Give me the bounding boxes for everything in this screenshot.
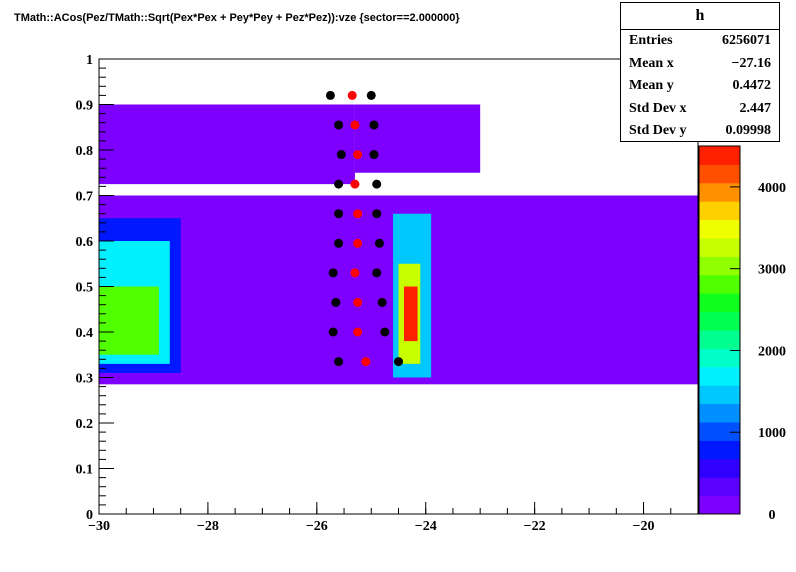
colorbar-segment xyxy=(699,146,740,165)
stats-name: h xyxy=(621,3,779,30)
black-point xyxy=(366,90,376,100)
x-tick-label: −24 xyxy=(415,519,437,534)
colorbar-segment xyxy=(699,330,740,349)
black-point xyxy=(334,209,344,219)
y-tick-label: 0.7 xyxy=(76,190,94,205)
x-tick-label: −30 xyxy=(88,519,110,534)
red-point xyxy=(353,150,363,160)
colorbar-tick-label: 1000 xyxy=(758,426,786,441)
colorbar-segment xyxy=(699,164,740,184)
x-tick-label: −22 xyxy=(524,519,546,534)
black-point xyxy=(377,297,387,307)
red-point xyxy=(353,238,363,248)
colorbar-segment xyxy=(699,293,740,313)
black-point xyxy=(328,268,338,278)
colorbar-segment xyxy=(699,274,740,294)
stats-label: Mean x xyxy=(629,55,674,71)
red-point xyxy=(350,179,360,189)
black-point xyxy=(334,179,344,189)
y-tick-label: 0.5 xyxy=(76,281,94,296)
colorbar-segment xyxy=(699,182,740,202)
black-point xyxy=(334,238,344,248)
colorbar-segment xyxy=(699,348,740,368)
black-point xyxy=(372,209,382,219)
black-point xyxy=(372,268,382,278)
colorbar-segment xyxy=(699,403,740,423)
stats-value: 6256071 xyxy=(722,33,771,48)
colorbar-segment xyxy=(699,440,740,460)
stats-row: Entries 6256071 xyxy=(621,30,779,53)
stats-label: Std Dev y xyxy=(629,123,687,139)
stats-row: Std Dev x 2.447 xyxy=(621,98,779,121)
colorbar-segment xyxy=(699,458,740,478)
colorbar-segment xyxy=(699,477,740,497)
stats-label: Entries xyxy=(629,33,673,48)
x-tick-label: −20 xyxy=(633,519,655,534)
stats-label: Std Dev x xyxy=(629,100,687,116)
x-tick-label: −26 xyxy=(306,519,328,534)
stats-row: Std Dev y 0.09998 xyxy=(621,120,779,143)
colorbar-segment xyxy=(699,219,740,239)
stats-row: Mean y 0.4472 xyxy=(621,75,779,98)
colorbar-segment xyxy=(699,238,740,257)
red-point xyxy=(353,327,363,337)
colorbar-segment xyxy=(699,311,740,331)
black-point xyxy=(334,357,344,367)
heatmap-cell xyxy=(403,286,418,342)
black-point xyxy=(336,150,346,160)
stats-value: 2.447 xyxy=(739,100,772,116)
stats-label: Mean y xyxy=(629,78,674,94)
black-point xyxy=(394,357,403,367)
colorbar-segment xyxy=(699,385,740,405)
heatmap-cell xyxy=(99,286,159,355)
y-tick-label: 1 xyxy=(86,53,93,68)
y-tick-label: 0.8 xyxy=(76,144,94,159)
black-point xyxy=(369,120,379,130)
y-tick-label: 0.4 xyxy=(76,326,94,341)
red-point xyxy=(347,90,357,100)
black-point xyxy=(334,120,344,130)
colorbar-tick-label: 4000 xyxy=(758,181,786,196)
colorbar-segment xyxy=(699,256,740,276)
black-point xyxy=(331,297,341,307)
y-tick-label: 0.9 xyxy=(76,99,94,114)
red-point xyxy=(353,209,363,219)
y-tick-label: 0.6 xyxy=(76,235,94,250)
black-point xyxy=(380,327,390,337)
colorbar-tick-label: 0 xyxy=(769,508,776,523)
chart-title: TMath::ACos(Pez/TMath::Sqrt(Pex*Pex + Pe… xyxy=(14,12,460,24)
y-tick-label: 0.3 xyxy=(76,372,94,387)
colorbar-frame xyxy=(698,145,741,515)
black-point xyxy=(328,327,338,337)
stats-value: −27.16 xyxy=(731,55,771,71)
black-point xyxy=(374,238,384,248)
x-tick-label: −28 xyxy=(197,519,219,534)
colorbar-tick-label: 3000 xyxy=(758,263,786,278)
colorbar-tick-label: 2000 xyxy=(758,344,786,359)
y-tick-label: 0 xyxy=(86,508,93,523)
red-point xyxy=(353,297,363,307)
red-point xyxy=(350,120,360,130)
red-point xyxy=(361,357,371,367)
y-tick-label: 0.1 xyxy=(76,463,94,478)
heatmap-cell xyxy=(99,104,355,185)
stats-value: 0.4472 xyxy=(732,78,772,94)
colorbar-segment xyxy=(699,366,740,386)
red-point xyxy=(350,268,360,278)
colorbar-segment xyxy=(699,201,740,221)
stats-value: 0.09998 xyxy=(725,123,772,139)
colorbar-segment xyxy=(699,422,740,441)
black-point xyxy=(372,179,382,189)
black-point xyxy=(325,90,335,100)
heatmap-cell xyxy=(354,104,481,173)
black-point xyxy=(369,150,379,160)
stats-row: Mean x −27.16 xyxy=(621,53,779,76)
stats-box: h Entries 6256071 Mean x −27.16 Mean y 0.4472… xyxy=(620,2,780,142)
colorbar-segment xyxy=(699,495,740,515)
y-tick-label: 0.2 xyxy=(76,417,94,432)
